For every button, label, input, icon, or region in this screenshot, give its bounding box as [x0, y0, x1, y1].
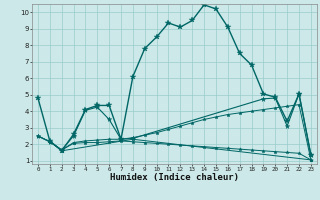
X-axis label: Humidex (Indice chaleur): Humidex (Indice chaleur): [110, 173, 239, 182]
